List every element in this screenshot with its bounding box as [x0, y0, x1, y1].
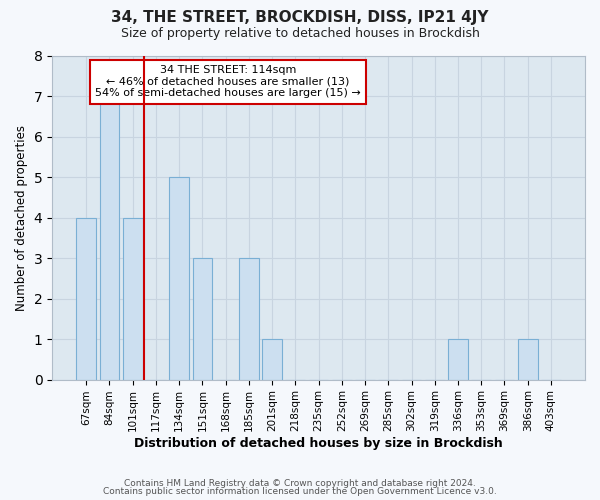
- Text: 34 THE STREET: 114sqm
← 46% of detached houses are smaller (13)
54% of semi-deta: 34 THE STREET: 114sqm ← 46% of detached …: [95, 65, 361, 98]
- Bar: [239, 258, 259, 380]
- Bar: [518, 339, 538, 380]
- Text: 34, THE STREET, BROCKDISH, DISS, IP21 4JY: 34, THE STREET, BROCKDISH, DISS, IP21 4J…: [111, 10, 489, 25]
- Bar: [169, 177, 189, 380]
- Bar: [262, 339, 282, 380]
- Bar: [100, 96, 119, 380]
- Y-axis label: Number of detached properties: Number of detached properties: [15, 124, 28, 310]
- Bar: [448, 339, 468, 380]
- Text: Contains public sector information licensed under the Open Government Licence v3: Contains public sector information licen…: [103, 487, 497, 496]
- X-axis label: Distribution of detached houses by size in Brockdish: Distribution of detached houses by size …: [134, 437, 503, 450]
- Bar: [123, 218, 143, 380]
- Bar: [193, 258, 212, 380]
- Bar: [76, 218, 96, 380]
- Text: Size of property relative to detached houses in Brockdish: Size of property relative to detached ho…: [121, 28, 479, 40]
- Text: Contains HM Land Registry data © Crown copyright and database right 2024.: Contains HM Land Registry data © Crown c…: [124, 478, 476, 488]
